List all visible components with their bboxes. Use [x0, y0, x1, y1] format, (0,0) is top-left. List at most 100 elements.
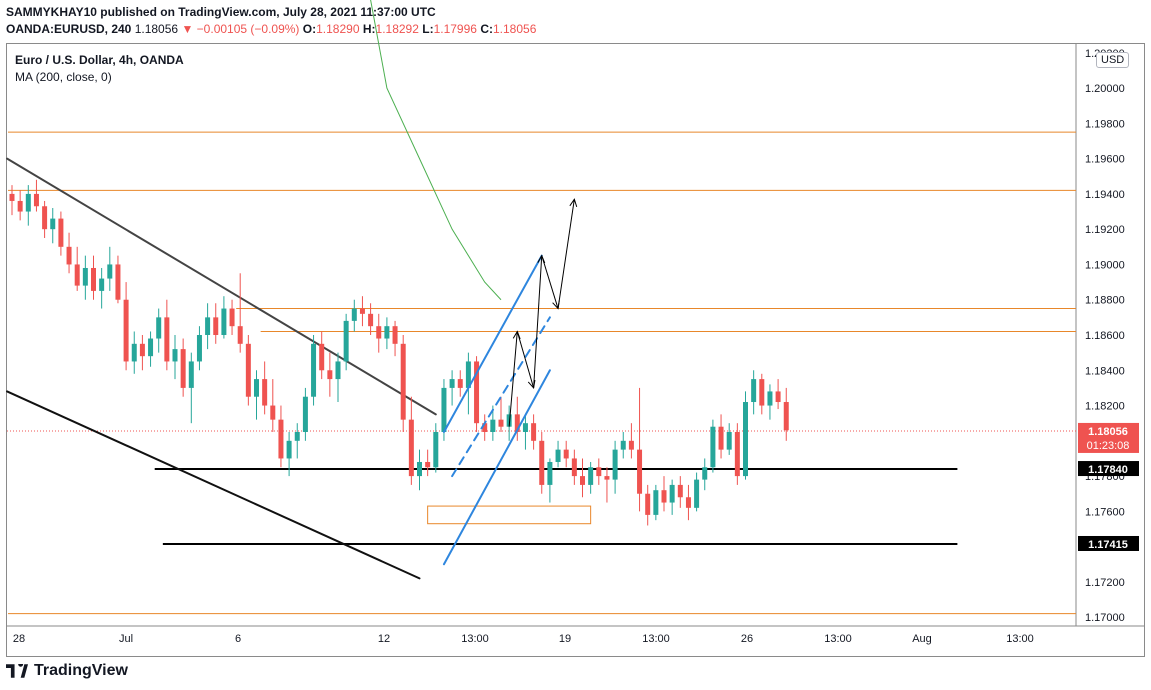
y-tick-label: 1.17200 [1085, 577, 1125, 589]
currency-button[interactable]: USD [1096, 52, 1130, 68]
candle-body-down [237, 326, 243, 344]
projection-segment [541, 255, 559, 309]
y-tick-label: 1.19400 [1085, 189, 1125, 201]
candle-body-up [612, 449, 618, 480]
candle-body-up [465, 361, 471, 388]
axis-price-label: 1.17415 [1088, 539, 1128, 551]
candle-body-down [58, 218, 64, 247]
channel-lower-trendline [6, 390, 421, 580]
candle-body-up [653, 490, 659, 515]
chart-frame [6, 43, 1145, 657]
candle-body-up [702, 467, 708, 480]
high-label: H: [362, 22, 376, 36]
projection-arrowhead [569, 198, 578, 207]
candle-body-up [99, 278, 105, 291]
candle-body-down [685, 497, 691, 508]
y-tick-label: 1.18800 [1085, 295, 1125, 307]
candle-body-down [604, 476, 610, 480]
candle-body-down [392, 326, 398, 344]
axis-price-label: 1.17840 [1088, 464, 1128, 476]
tradingview-logo-icon [6, 664, 28, 678]
y-tick-label: 1.18400 [1085, 365, 1125, 377]
ascending-channel-upper [442, 254, 543, 433]
candle-body-up [433, 432, 439, 468]
projection-segment [508, 331, 518, 427]
candle-body-down [539, 440, 545, 485]
candle-body-down [571, 458, 577, 477]
y-tick-label: 1.17600 [1085, 506, 1125, 518]
close-value: 1.18056 [492, 22, 537, 36]
candle-body-down [368, 313, 374, 327]
support-zone-box [427, 505, 592, 525]
x-tick-label: 13:00 [824, 633, 852, 645]
candle-body-down [245, 343, 251, 397]
candle-body-up [751, 379, 757, 403]
candle-body-down [270, 405, 276, 420]
y-tick-label: 1.19200 [1085, 224, 1125, 236]
x-tick-label: 26 [741, 633, 753, 645]
candle-body-down [400, 343, 406, 420]
candle-body-up [188, 361, 194, 388]
down-arrow-icon: ▼ [181, 22, 194, 36]
candle-body-down [42, 206, 48, 230]
candle-body-up [620, 440, 626, 450]
candle-body-up [25, 193, 31, 212]
candle-body-down [718, 426, 724, 450]
x-tick-label: 6 [235, 633, 241, 645]
low-value: 1.17996 [433, 22, 477, 36]
x-tick-label: Aug [912, 633, 932, 645]
candle-body-down [33, 193, 39, 207]
y-tick-label: 1.20000 [1085, 83, 1125, 95]
candle-body-down [74, 264, 80, 286]
open-label: O: [302, 22, 317, 36]
candle-body-up [506, 414, 512, 427]
candle-body-up [384, 326, 390, 339]
x-tick-label: 13:00 [1006, 633, 1034, 645]
publish-info: SAMMYKHAY10 published on TradingView.com… [6, 5, 436, 19]
change-value: −0.00105 (−0.09%) [196, 22, 300, 36]
candle-body-down [677, 484, 683, 498]
candle-body-up [82, 267, 88, 286]
candle-body-up [50, 218, 56, 230]
y-tick-label: 1.17000 [1085, 612, 1125, 624]
projection-segment [533, 255, 543, 388]
x-tick-label: 28 [13, 633, 25, 645]
candle-body-up [555, 449, 561, 462]
candle-body-up [196, 335, 202, 362]
indicator-legend[interactable]: MA (200, close, 0) [15, 70, 112, 84]
axis-price-label: 1.18056 [1088, 426, 1128, 438]
candle-body-up [743, 402, 748, 477]
high-value: 1.18292 [375, 22, 419, 36]
candle-body-up [726, 432, 732, 450]
x-tick-label: 13:00 [642, 633, 670, 645]
candle-body-up [767, 391, 773, 406]
candle-body-down [164, 317, 170, 362]
x-tick-label: 19 [559, 633, 571, 645]
footer-brand: TradingView [6, 662, 128, 680]
candle-body-up [669, 484, 675, 503]
candle-body-down [359, 308, 365, 314]
y-tick-label: 1.18600 [1085, 330, 1125, 342]
y-tick-label: 1.19600 [1085, 154, 1125, 166]
projection-segment [557, 199, 575, 309]
candle-body-up [449, 379, 455, 388]
candle-body-down [229, 308, 235, 327]
x-tick-label: 12 [378, 633, 390, 645]
publish-line: SAMMYKHAY10 published on TradingView.com… [6, 5, 436, 19]
countdown-label: 01:23:08 [1087, 440, 1130, 452]
candle-body-down [596, 467, 602, 477]
candle-body-up [588, 467, 594, 485]
candle-body-down [775, 391, 781, 403]
candle-body-down [66, 246, 72, 265]
candle-body-up [254, 379, 259, 397]
x-tick-label: 13:00 [461, 633, 489, 645]
candle-body-down [661, 490, 667, 503]
ascending-channel-lower [442, 369, 551, 566]
ma-200-line [370, 0, 502, 301]
candle-body-down [327, 370, 333, 380]
last-price: 1.18056 [134, 22, 179, 36]
candle-body-up [156, 317, 162, 339]
y-tick-label: 1.18200 [1085, 401, 1125, 413]
candle-body-down [9, 193, 15, 201]
